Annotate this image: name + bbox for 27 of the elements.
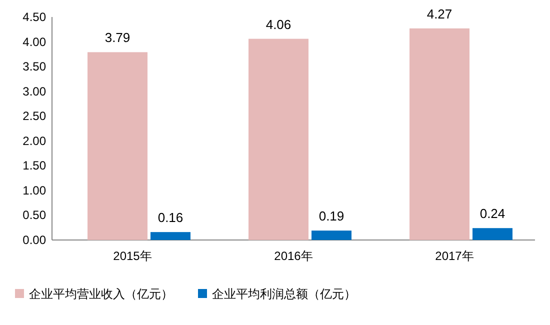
data-label: 0.16 — [158, 210, 184, 226]
data-label: 3.79 — [104, 30, 130, 46]
y-tick-label: 3.50 — [22, 60, 46, 74]
y-tick-label: 0.00 — [22, 233, 46, 247]
data-label: 4.27 — [426, 6, 452, 22]
x-tick-label: 2015年 — [113, 249, 152, 263]
y-tick-label: 3.00 — [22, 84, 46, 98]
y-tick-label: 4.00 — [22, 34, 46, 49]
y-tick-label: 4.50 — [22, 10, 46, 24]
x-tick-label: 2016年 — [274, 249, 313, 263]
y-tick-label: 2.00 — [22, 134, 46, 148]
data-label: 0.24 — [480, 206, 506, 222]
bar — [312, 230, 352, 240]
y-tick-label: 2.50 — [22, 109, 46, 124]
data-label: 0.19 — [318, 208, 344, 224]
bar — [150, 232, 190, 240]
bar — [248, 38, 308, 240]
legend-label: 企业平均营业收入（亿元） — [29, 287, 173, 301]
bar — [410, 28, 470, 240]
bar — [88, 52, 148, 240]
legend-label: 企业平均利润总额（亿元） — [212, 287, 356, 301]
data-label: 4.06 — [266, 16, 292, 32]
bar — [472, 228, 512, 240]
y-tick-label: 1.50 — [22, 158, 46, 173]
y-tick-label: 0.50 — [22, 208, 46, 222]
y-tick-label: 1.00 — [22, 183, 46, 198]
x-tick-label: 2017年 — [435, 249, 474, 263]
